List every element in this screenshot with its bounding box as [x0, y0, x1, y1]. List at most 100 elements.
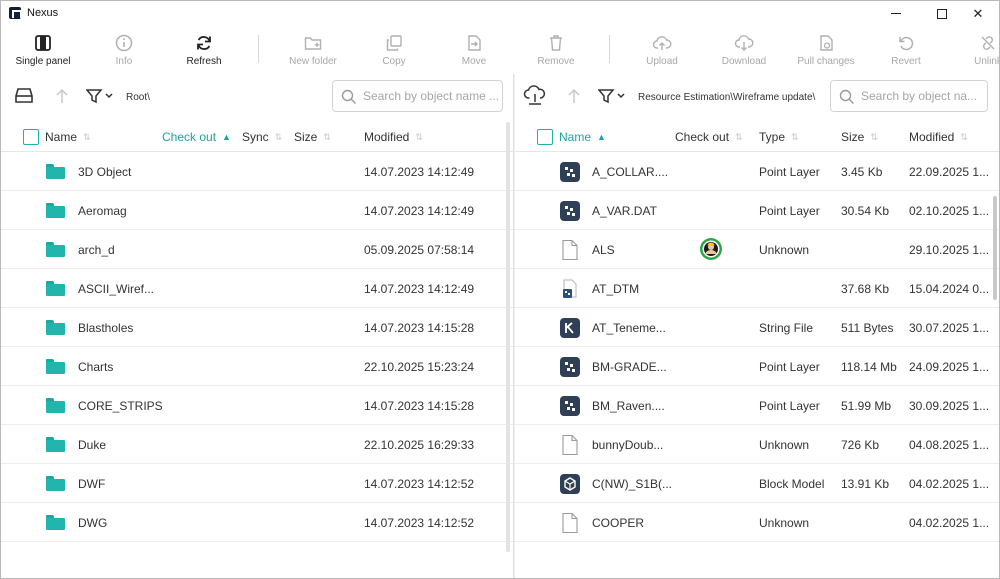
sort-icon: ⇅	[83, 131, 91, 142]
folder-icon	[46, 359, 65, 374]
folder-icon	[46, 281, 65, 296]
select-all-checkbox[interactable]	[23, 129, 39, 145]
sort-icon: ⇅	[323, 131, 331, 142]
breadcrumb[interactable]: Root\	[126, 92, 150, 103]
unlink-button[interactable]: Unlink	[965, 27, 999, 73]
minimize-button[interactable]	[873, 1, 919, 26]
right-search-input[interactable]	[861, 89, 983, 103]
title-bar: Nexus ✕	[1, 1, 999, 26]
table-row[interactable]: AT_Teneme... String File 511 Bytes 30.07…	[515, 308, 999, 347]
pull-changes-button[interactable]: Pull changes	[795, 27, 857, 73]
copy-icon	[386, 35, 402, 51]
table-row[interactable]: A_COLLAR.... Point Layer 3.45 Kb 22.09.2…	[515, 152, 999, 191]
table-row[interactable]: bunnyDoub... Unknown 726 Kb 04.08.2025 1…	[515, 425, 999, 464]
revert-button[interactable]: Revert	[883, 27, 929, 73]
column-size[interactable]: Size ⇅	[841, 130, 878, 144]
search-icon	[341, 89, 356, 104]
sort-icon: ⇅	[415, 131, 423, 142]
left-search-input[interactable]	[363, 89, 499, 103]
up-arrow-icon[interactable]	[55, 88, 69, 104]
column-modified[interactable]: Modified ⇅	[364, 130, 423, 144]
folder-icon	[46, 164, 65, 179]
left-table-header: Name ⇅ Check out ▲ Sync ⇅ Size ⇅ Modified ⇅	[1, 122, 513, 152]
single-panel-button[interactable]: Single panel	[9, 27, 77, 73]
table-row[interactable]: Aeromag 14.07.2023 14:12:49	[1, 191, 513, 230]
single-panel-icon	[35, 35, 51, 51]
copy-button[interactable]: Copy	[371, 27, 417, 73]
move-icon	[468, 35, 481, 51]
close-button[interactable]: ✕	[955, 1, 999, 26]
pull-changes-icon	[820, 35, 833, 51]
column-name[interactable]: Name ⇅	[45, 130, 91, 144]
upload-button[interactable]: Upload	[639, 27, 685, 73]
folder-icon	[46, 515, 65, 530]
table-row[interactable]: 3D Object 14.07.2023 14:12:49	[1, 152, 513, 191]
cloud-download-icon	[734, 35, 754, 51]
table-row[interactable]: A_VAR.DAT Point Layer 30.54 Kb 02.10.202…	[515, 191, 999, 230]
maximize-icon	[937, 8, 947, 19]
table-row[interactable]: COOPER Unknown 04.02.2025 1...	[515, 503, 999, 542]
column-name[interactable]: Name ▲	[559, 130, 606, 144]
table-row[interactable]: ALS Unknown 29.10.2025 1...	[515, 230, 999, 269]
table-row[interactable]: C(NW)_S1B(... Block Model 13.91 Kb 04.02…	[515, 464, 999, 503]
right-panel: Resource Estimation\Wireframe update\ Na…	[515, 74, 999, 578]
right-search-box[interactable]	[830, 80, 988, 112]
nexus-logo-icon	[9, 7, 22, 19]
table-row[interactable]: ASCII_Wiref... 14.07.2023 14:12:49	[1, 269, 513, 308]
filter-icon[interactable]	[86, 88, 116, 104]
folder-icon	[46, 203, 65, 218]
info-button[interactable]: Info	[101, 27, 147, 73]
left-panel-nav: Root\	[1, 74, 513, 118]
right-scrollbar[interactable]	[993, 196, 997, 300]
trash-icon	[550, 35, 562, 51]
column-modified[interactable]: Modified ⇅	[909, 130, 968, 144]
column-size[interactable]: Size ⇅	[294, 130, 331, 144]
table-row[interactable]: Blastholes 14.07.2023 14:15:28	[1, 308, 513, 347]
table-row[interactable]: Duke 22.10.2025 16:29:33	[1, 425, 513, 464]
filter-icon[interactable]	[598, 88, 628, 104]
folder-icon	[46, 398, 65, 413]
table-row[interactable]: BM-GRADE... Point Layer 118.14 Mb 24.09.…	[515, 347, 999, 386]
right-table-header: Name ▲ Check out ⇅ Type ⇅ Size ⇅ Modified ⇅	[515, 122, 999, 152]
refresh-button[interactable]: Refresh	[181, 27, 227, 73]
minimize-icon	[891, 13, 901, 14]
point-layer-icon	[560, 201, 580, 221]
column-check-out[interactable]: Check out ⇅	[675, 130, 743, 144]
toolbar-separator	[258, 35, 259, 63]
block-model-icon	[560, 474, 580, 494]
left-scrollbar[interactable]	[506, 122, 510, 552]
cloud-storage-icon[interactable]	[523, 85, 547, 107]
folder-icon	[46, 476, 65, 491]
remove-button[interactable]: Remove	[533, 27, 579, 73]
dtm-icon	[563, 279, 577, 298]
breadcrumb[interactable]: Resource Estimation\Wireframe update\	[638, 92, 816, 103]
new-folder-icon	[304, 37, 322, 50]
sort-icon: ⇅	[735, 131, 743, 142]
table-row[interactable]: DWF 14.07.2023 14:12:52	[1, 464, 513, 503]
column-type[interactable]: Type ⇅	[759, 130, 799, 144]
sort-icon: ⇅	[274, 131, 283, 142]
folder-icon	[46, 242, 65, 257]
table-row[interactable]: CORE_STRIPS 14.07.2023 14:15:28	[1, 386, 513, 425]
download-button[interactable]: Download	[719, 27, 769, 73]
cloud-upload-icon	[652, 36, 672, 50]
up-arrow-icon[interactable]	[567, 88, 581, 104]
table-row[interactable]: AT_DTM 37.68 Kb 15.04.2024 0...	[515, 269, 999, 308]
table-row[interactable]: BM_Raven.... Point Layer 51.99 Mb 30.09.…	[515, 386, 999, 425]
search-icon	[839, 89, 854, 104]
maximize-button[interactable]	[919, 1, 965, 26]
checked-out-user-avatar[interactable]	[699, 237, 723, 261]
select-all-checkbox[interactable]	[537, 129, 553, 145]
column-check-out[interactable]: Check out ▲	[162, 130, 231, 144]
table-row[interactable]: arch_d 05.09.2025 07:58:14	[1, 230, 513, 269]
new-folder-button[interactable]: New folder	[284, 27, 342, 73]
drive-icon[interactable]	[13, 87, 35, 105]
move-button[interactable]: Move	[451, 27, 497, 73]
table-row[interactable]: Charts 22.10.2025 15:23:24	[1, 347, 513, 386]
panel-splitter[interactable]	[513, 74, 515, 578]
column-sync[interactable]: Sync ⇅	[242, 130, 283, 144]
left-search-box[interactable]	[332, 80, 503, 112]
sort-icon: ⇅	[791, 131, 799, 142]
table-row[interactable]: DWG 14.07.2023 14:12:52	[1, 503, 513, 542]
